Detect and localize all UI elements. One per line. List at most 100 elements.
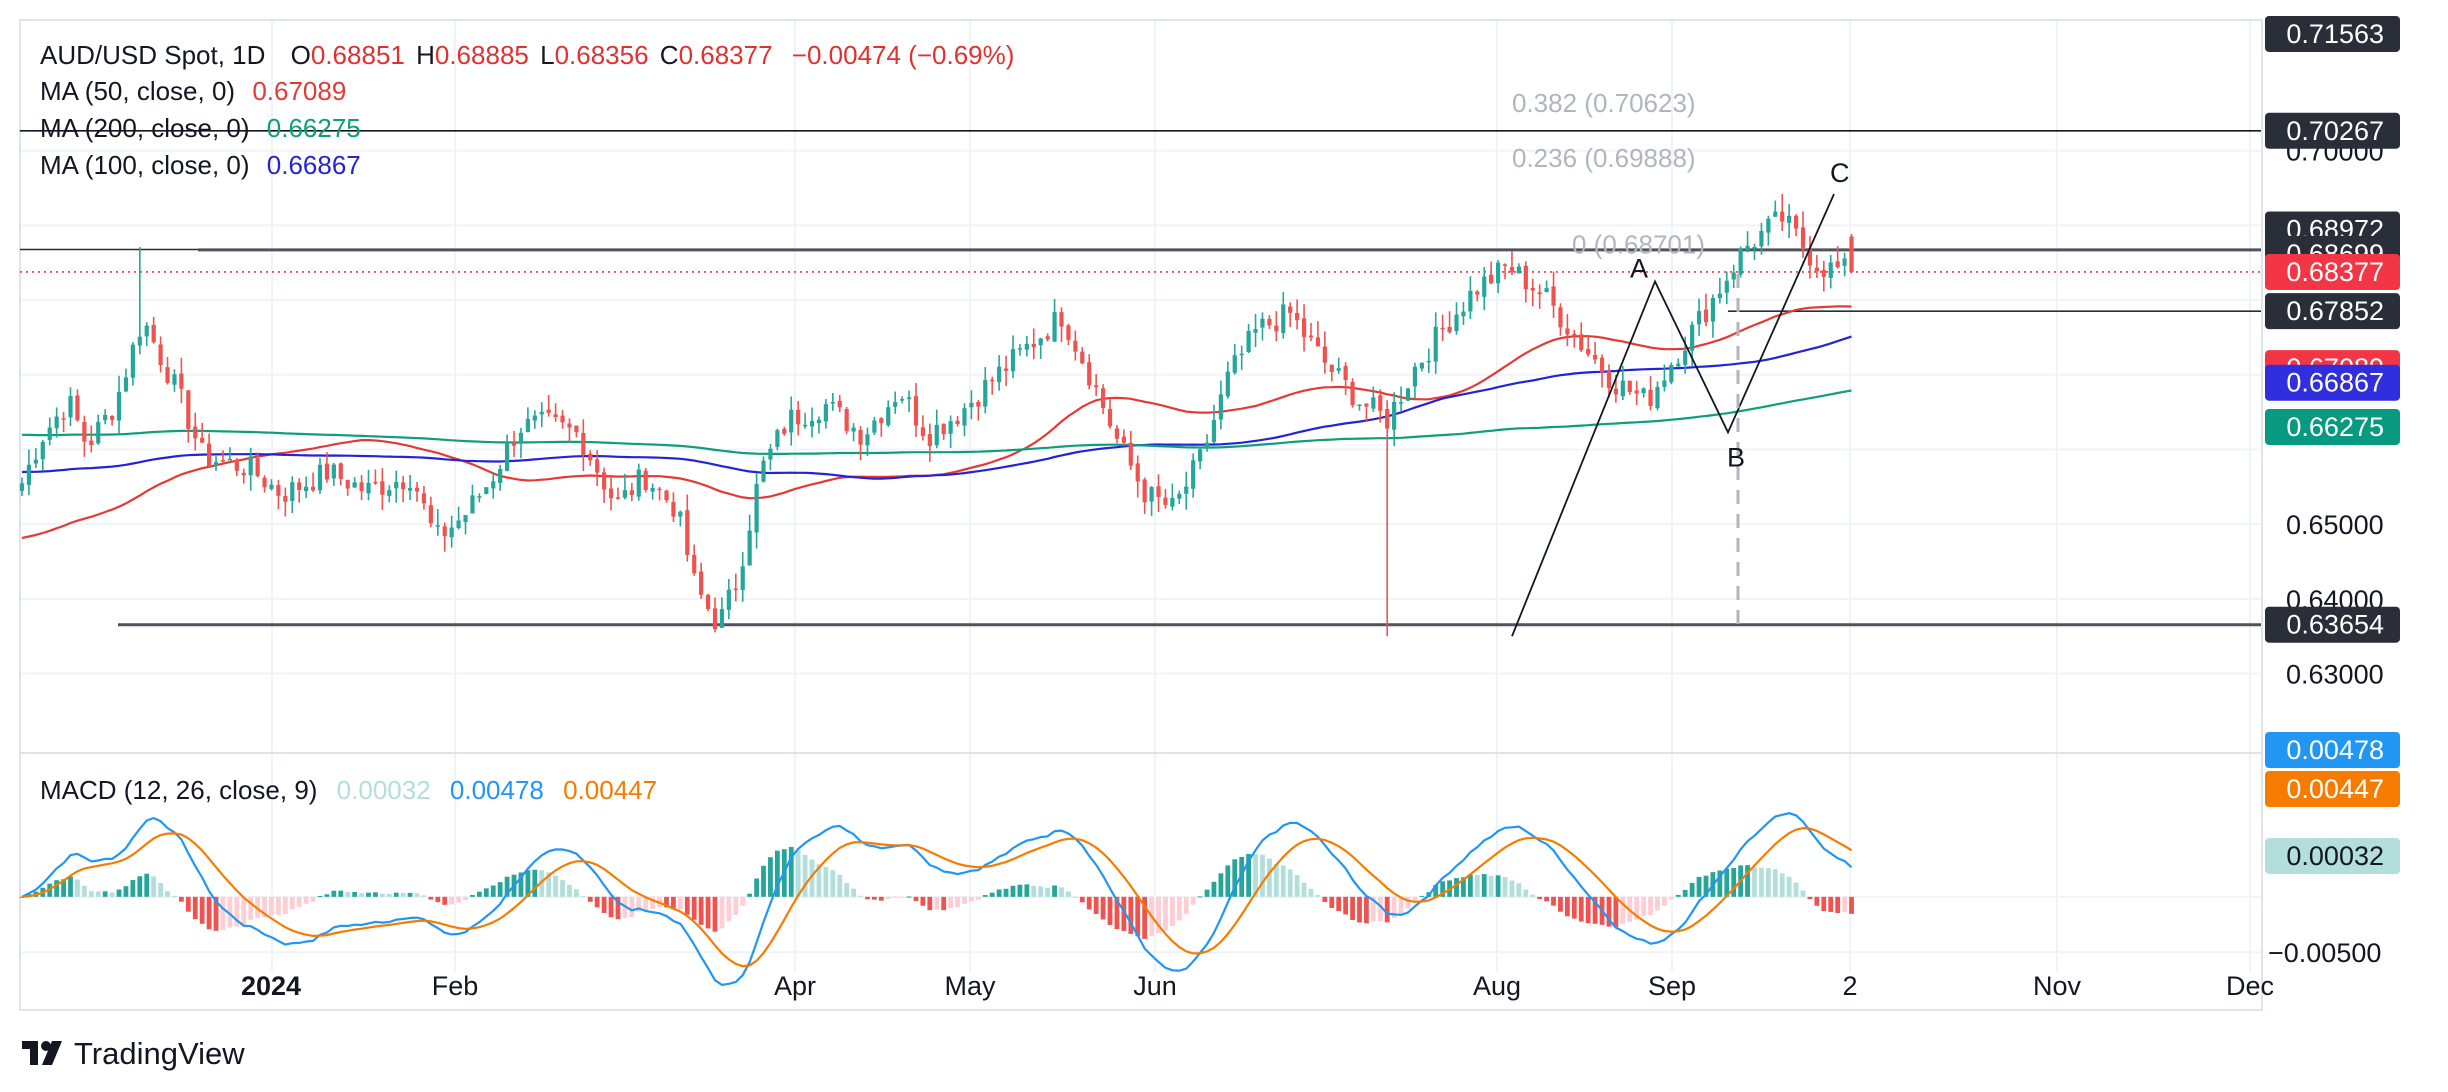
ma50-label: MA (50, close, 0) (40, 76, 236, 106)
macd-histogram-bar (1571, 896, 1577, 919)
candle-body (1641, 388, 1646, 394)
candle-body (886, 407, 891, 426)
macd-histogram-bar (1786, 876, 1792, 897)
macd-badge (2265, 838, 2400, 874)
macd-histogram-bar (1440, 881, 1446, 897)
candle-body (1655, 386, 1660, 409)
macd-histogram-bar (213, 896, 219, 931)
candle-body (1572, 333, 1577, 336)
macd-histogram-bar (989, 892, 995, 897)
candle-body (234, 460, 239, 471)
candle-body (1773, 211, 1778, 217)
candle-body (1135, 463, 1140, 482)
wave-annotations: A B C 0.382 (0.70623) 0.236 (0.69888) 0 (0.68… (1511, 88, 1850, 637)
candle-body (1724, 280, 1729, 293)
candle-body (151, 324, 156, 343)
price-badge-label: 0.63654 (2286, 610, 2384, 640)
macd-histogram-bar (470, 894, 475, 897)
macd-histogram-bar (269, 896, 274, 916)
candle-body (1703, 309, 1709, 323)
candle-body (699, 571, 704, 595)
macd-histogram-bar (962, 896, 967, 904)
candle-body (1350, 381, 1355, 406)
candle-body (1551, 286, 1556, 306)
macd-histogram-bar (1662, 896, 1667, 906)
macd-histogram-bar (109, 892, 115, 897)
macd-histogram-bar (1717, 870, 1723, 897)
macd-histogram-bar (1301, 882, 1307, 897)
macd-histogram-bar (560, 880, 565, 897)
macd-histogram-bar (1398, 896, 1404, 915)
candle-body (158, 344, 163, 365)
macd-histogram-bar (456, 896, 461, 903)
macd-histogram-bar (816, 864, 822, 897)
macd-histogram-bar (844, 882, 850, 897)
candle-body (1752, 247, 1757, 249)
macd-histogram-bar (1384, 896, 1390, 923)
candle-body (331, 464, 336, 479)
macd-histogram-bar (1793, 882, 1799, 897)
macd-histogram-bar (768, 857, 773, 897)
candle-body (1385, 409, 1390, 429)
macd-histogram-bar (241, 896, 247, 925)
macd-histogram-bar (671, 896, 676, 910)
macd-histogram-bar (1336, 896, 1342, 912)
candle-body (109, 416, 115, 420)
macd-histogram-bar (345, 892, 351, 897)
macd-histogram-bar (185, 896, 191, 912)
macd-histogram-bar (1516, 883, 1522, 897)
macd-histogram-bar (1481, 874, 1487, 897)
macd-histogram-bar (1405, 896, 1411, 909)
candle-body (345, 479, 350, 489)
macd-histogram-bar (1835, 896, 1841, 913)
macd-histogram-bar (1849, 896, 1854, 914)
candle-body (1800, 227, 1806, 248)
ma100-line (21, 335, 1852, 480)
candle-body (997, 366, 1002, 382)
time-tick: Jun (1133, 971, 1177, 1001)
macd-histogram-bar (574, 889, 579, 897)
candle-body (1073, 340, 1078, 352)
price-badge (2265, 408, 2400, 445)
candle-body (1502, 264, 1508, 266)
macd-histogram-bar (1287, 869, 1293, 897)
candle-body (1114, 428, 1120, 439)
macd-histogram-bar (1218, 873, 1224, 897)
candle-body (283, 496, 288, 502)
candle-body (615, 497, 621, 499)
macd-histogram-bar (823, 866, 829, 897)
candle-body (962, 408, 967, 426)
candle-body (546, 409, 551, 413)
macd-signal-value: 0.00447 (563, 775, 658, 805)
candle-body (276, 484, 281, 496)
macd-histogram-bar (754, 878, 759, 897)
macd-histogram-bar (1190, 896, 1196, 905)
candle-body (1010, 348, 1016, 372)
candle-body (1759, 231, 1764, 247)
macd-histogram-bar (982, 895, 988, 897)
macd-histogram-bar (1689, 882, 1695, 897)
candle-body (761, 460, 766, 482)
candle-body (1163, 497, 1168, 505)
macd-histogram-bar (449, 896, 455, 905)
ma200-line (21, 389, 1852, 455)
macd-histogram-bar (1433, 884, 1439, 897)
candle-body (435, 525, 440, 527)
macd-histogram-bar (969, 896, 974, 901)
macd-histogram-bar (61, 879, 66, 897)
tradingview-logo[interactable]: TradingView (22, 1036, 245, 1072)
time-tick: 2024 (241, 971, 301, 1001)
macd-badge-label: 0.00478 (2286, 735, 2384, 765)
candle-body (955, 420, 960, 425)
macd-histogram-bar (1350, 896, 1355, 920)
macd-histogram-bar (1592, 896, 1598, 924)
macd-histogram-bar (172, 895, 177, 897)
macd-histogram-bar (705, 896, 711, 929)
macd-histogram-bar (1232, 859, 1238, 897)
macd-histogram-bar (359, 893, 364, 897)
close-value: 0.68377 (678, 40, 773, 70)
price-badge-label: 0.67852 (2286, 296, 2384, 326)
candle-body (1218, 394, 1223, 420)
low-label: L (540, 40, 555, 70)
